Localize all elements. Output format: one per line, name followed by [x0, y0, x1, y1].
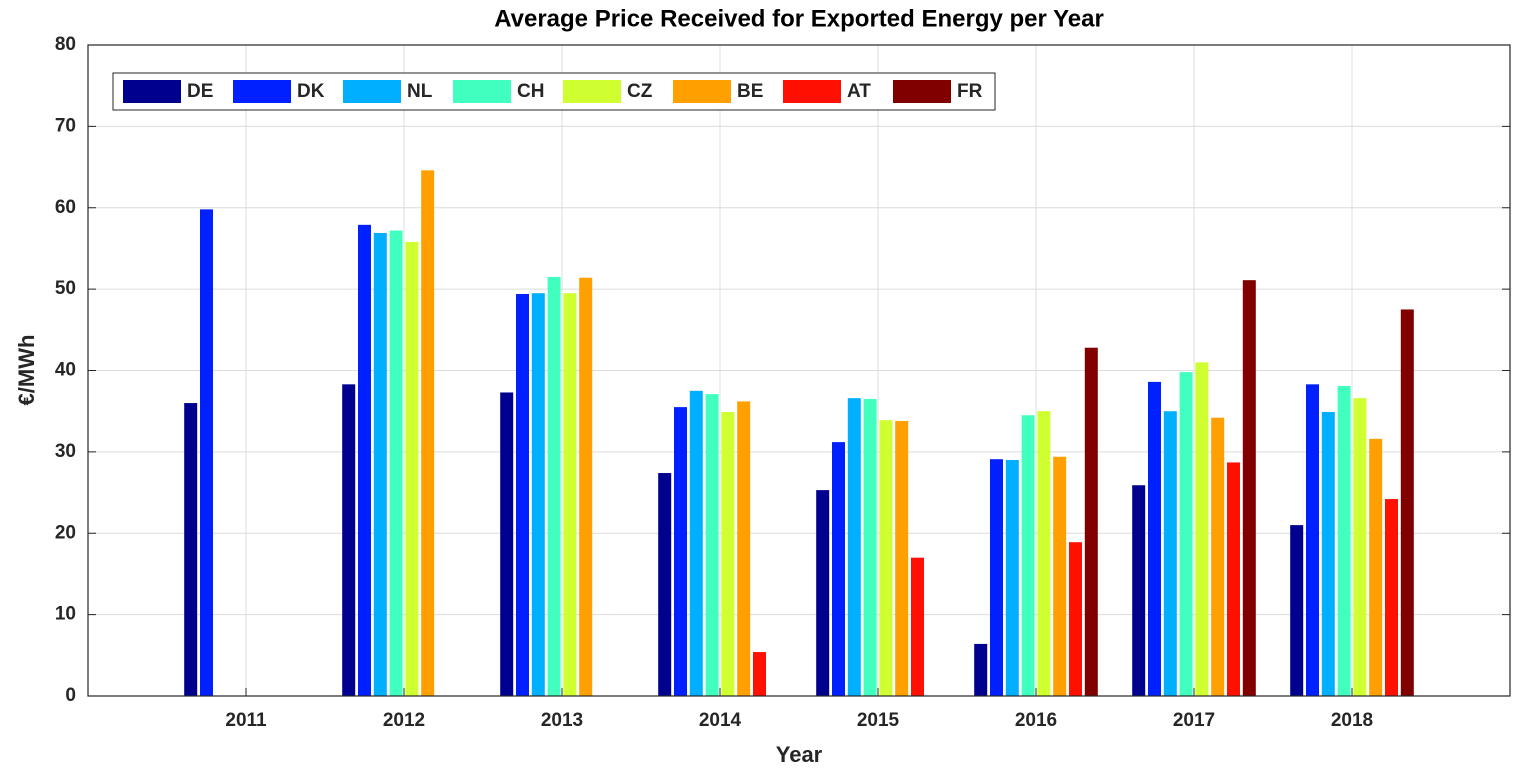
x-axis-label: Year — [776, 742, 823, 767]
bar — [358, 224, 371, 696]
y-tick-label: 0 — [65, 685, 76, 706]
bar — [895, 420, 909, 696]
legend-swatch — [563, 80, 621, 103]
y-tick-label: 20 — [55, 522, 76, 543]
bar — [737, 401, 751, 696]
y-axis-label: €/MWh — [14, 335, 39, 406]
legend-label: DE — [187, 81, 213, 102]
legend-label: CH — [517, 81, 544, 102]
bar — [1005, 460, 1019, 696]
bar — [1337, 385, 1351, 696]
legend-swatch — [233, 80, 291, 103]
bar — [1148, 381, 1161, 696]
bar — [990, 459, 1003, 696]
bar — [1321, 412, 1335, 696]
bar — [974, 643, 988, 696]
legend-swatch — [783, 80, 841, 103]
bar — [847, 398, 861, 696]
bar — [721, 412, 735, 696]
bar — [1069, 542, 1082, 696]
legend-swatch — [673, 80, 731, 103]
legend-label: AT — [847, 81, 871, 102]
plot-frame — [87, 44, 1511, 697]
bar — [342, 384, 356, 696]
bar — [531, 293, 545, 696]
legend-swatch — [123, 80, 181, 103]
legend-label: DK — [297, 81, 325, 102]
bar — [1037, 411, 1051, 696]
bar — [1179, 372, 1193, 696]
y-tick-label: 70 — [55, 115, 76, 136]
x-tick-label: 2013 — [541, 710, 583, 731]
bar — [1306, 384, 1319, 696]
y-tick-label: 60 — [55, 197, 76, 218]
legend-label: FR — [957, 81, 983, 102]
bar — [674, 407, 687, 696]
x-tick-label: 2014 — [699, 710, 742, 731]
bar — [816, 490, 830, 696]
x-tick-label: 2015 — [857, 710, 900, 731]
bar — [184, 403, 198, 696]
bar — [405, 241, 419, 697]
bar — [689, 390, 703, 696]
legend-swatch — [343, 80, 401, 103]
bar — [1053, 456, 1067, 696]
legend-label: NL — [407, 81, 433, 102]
bar — [421, 170, 435, 696]
bar — [879, 420, 893, 696]
chart-title: Average Price Received for Exported Ener… — [494, 5, 1104, 32]
bar — [1227, 462, 1240, 696]
legend-swatch — [893, 80, 951, 103]
legend-swatch — [453, 80, 511, 103]
y-tick-label: 50 — [55, 278, 76, 299]
bar — [1163, 411, 1177, 696]
x-tick-label: 2012 — [383, 710, 425, 731]
bar — [1021, 415, 1035, 696]
y-tick-label: 30 — [55, 441, 76, 462]
legend-label: BE — [737, 81, 763, 102]
bar — [563, 293, 577, 696]
bar — [911, 557, 924, 696]
bar — [1290, 525, 1304, 696]
y-tick-label: 80 — [55, 34, 76, 55]
bar — [516, 294, 529, 696]
bar — [389, 230, 403, 696]
bar — [200, 209, 213, 696]
y-tick-label: 10 — [55, 604, 76, 625]
legend-label: CZ — [627, 81, 653, 102]
bar — [1132, 485, 1146, 696]
bar — [832, 442, 845, 696]
bar — [579, 277, 593, 696]
bar — [1195, 362, 1209, 696]
bar — [863, 398, 877, 696]
bar — [1211, 417, 1225, 696]
bar — [373, 232, 387, 696]
legend: DE DK NL CH CZ BE AT FR — [112, 72, 996, 111]
bar — [1385, 499, 1398, 696]
bar — [500, 392, 514, 696]
bar — [1400, 309, 1414, 696]
bar — [547, 276, 561, 696]
bar — [1369, 438, 1383, 696]
bar — [753, 652, 766, 696]
bar — [658, 473, 672, 696]
y-tick-label: 40 — [55, 360, 76, 381]
bar — [1084, 347, 1098, 696]
x-tick-label: 2018 — [1331, 710, 1373, 731]
x-tick-label: 2011 — [225, 710, 267, 731]
bar — [705, 394, 719, 696]
bar — [1353, 398, 1367, 696]
bar — [1242, 280, 1256, 696]
x-tick-label: 2016 — [1015, 710, 1057, 731]
x-tick-label: 2017 — [1173, 710, 1215, 731]
